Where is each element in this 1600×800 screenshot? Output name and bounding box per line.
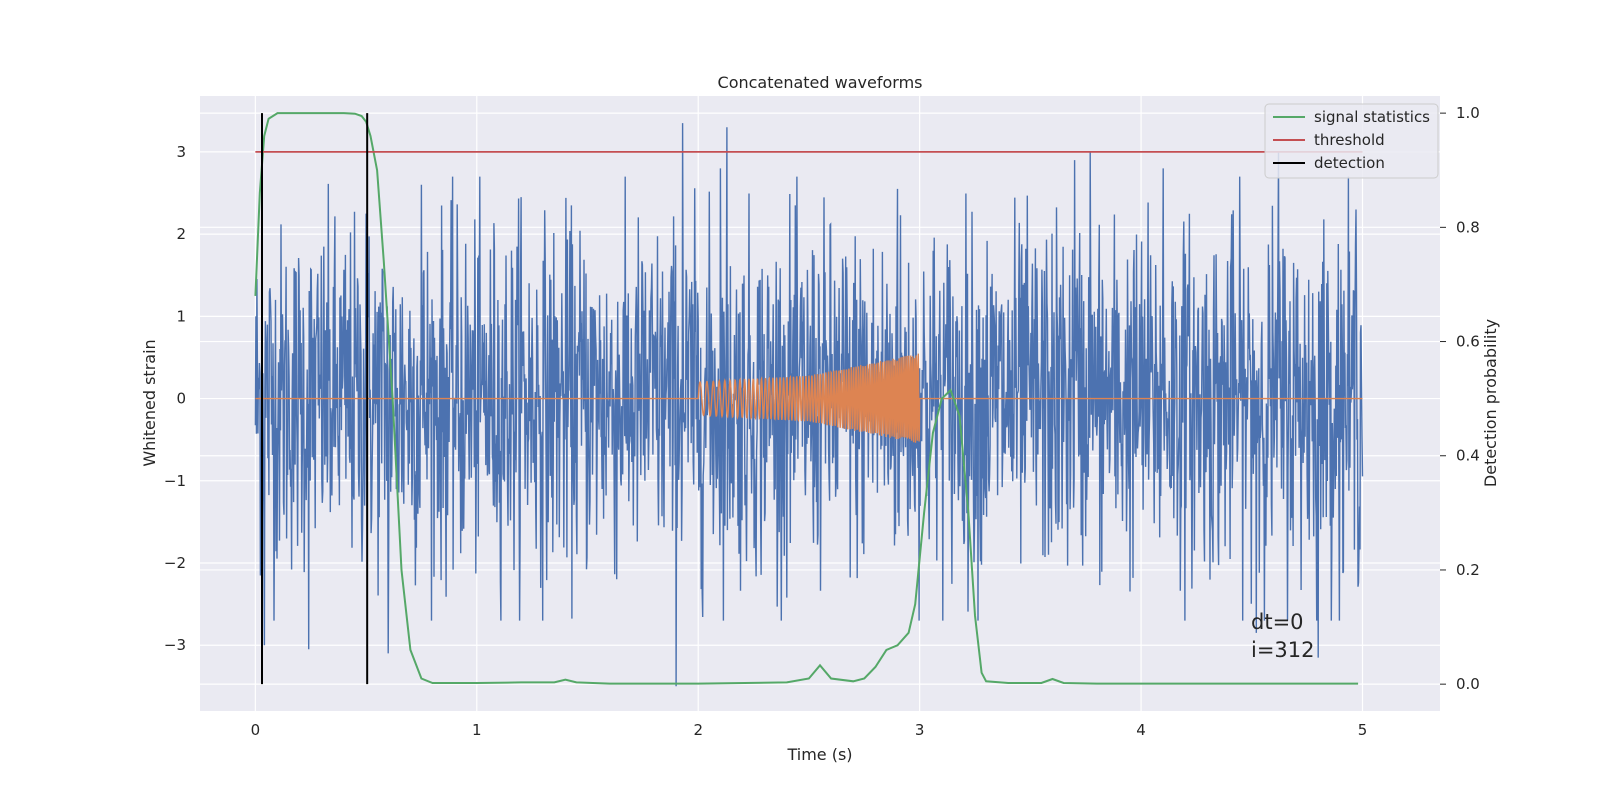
y2-tick-label: 0.8 [1456, 218, 1480, 236]
y2-tick-label: 0.2 [1456, 561, 1480, 579]
annotation-i: i=312 [1251, 638, 1315, 662]
series-noise-line [254, 123, 1364, 687]
x-tick-label: 3 [915, 721, 925, 739]
legend-label: threshold [1314, 131, 1385, 149]
x-tick-label: 4 [1136, 721, 1146, 739]
y-tick-label: 0 [176, 390, 186, 408]
x-tick-label: 0 [251, 721, 261, 739]
y2-tick-label: 1.0 [1456, 104, 1480, 122]
x-tick-label: 1 [472, 721, 482, 739]
y2-tick-label: 0.6 [1456, 333, 1480, 351]
y2-tick-label: 0.0 [1456, 675, 1480, 693]
chart-title: Concatenated waveforms [718, 73, 923, 92]
y-tick-label: −1 [164, 472, 186, 490]
series-layer [254, 112, 1364, 687]
x-tick-label: 5 [1358, 721, 1368, 739]
tick-labels: 0 1 2 3 4 5 −3 −2 −1 0 1 2 3 0.0 0.2 0.4 0.6 0.8 1.0 [164, 104, 1480, 739]
y-tick-label: 3 [176, 143, 186, 161]
x-axis-label: Time (s) [786, 745, 852, 764]
series-signal-statistics-line [254, 112, 1359, 685]
legend: signal statistics threshold detection [1264, 103, 1439, 179]
legend-box [1264, 103, 1439, 179]
y-tick-label: −3 [164, 636, 186, 654]
y-tick-label: −2 [164, 554, 186, 572]
y-tick-label: 1 [176, 307, 186, 325]
legend-label: signal statistics [1314, 108, 1430, 126]
x-tick-label: 2 [693, 721, 703, 739]
annotation-dt: dt=0 [1251, 610, 1304, 634]
y2-axis-label: Detection probability [1481, 319, 1500, 487]
y2-tick-label: 0.4 [1456, 447, 1480, 465]
series-chirp-line [255, 353, 1363, 443]
y-tick-label: 2 [176, 225, 186, 243]
legend-label: detection [1314, 154, 1385, 172]
y-axis-label: Whitened strain [140, 339, 159, 466]
